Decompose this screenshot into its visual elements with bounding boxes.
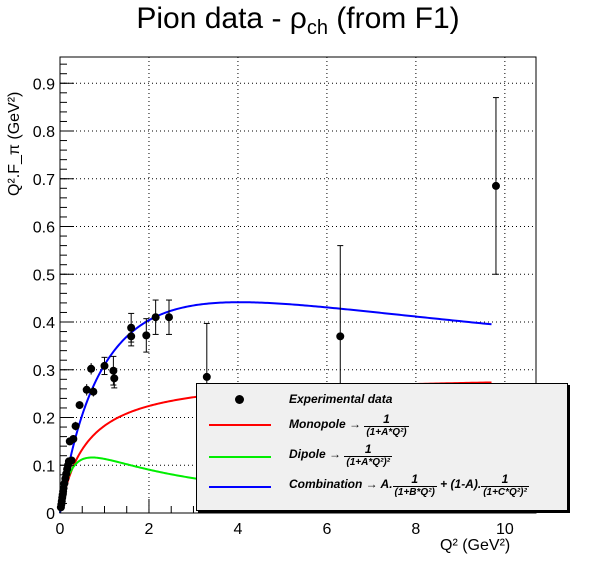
x-tick-label: 6: [322, 521, 331, 538]
y-tick-label: 0.6: [33, 220, 55, 237]
legend-label-monopole: Monopole → 1 (1+A*Q²): [289, 412, 409, 438]
data-point: [67, 456, 76, 465]
y-tick-label: 0.7: [33, 172, 55, 189]
point-marker: [75, 401, 84, 410]
point-marker: [89, 387, 98, 396]
x-tick-label: 8: [411, 521, 420, 538]
legend-marker-data: [235, 395, 244, 404]
legend-line-dipole: [209, 456, 271, 458]
data-point: [89, 386, 98, 397]
legend-line-combination: [209, 486, 271, 488]
point-marker: [87, 364, 96, 373]
legend-line-monopole: [209, 424, 271, 426]
data-point: [151, 299, 160, 335]
point-marker: [127, 332, 136, 341]
y-tick-label: 0.4: [33, 315, 55, 332]
monopole-formula: 1 (1+A*Q²): [364, 412, 409, 438]
legend-entry-data: Experimental data: [197, 386, 567, 416]
legend-entry-monopole: Monopole → 1 (1+A*Q²): [197, 410, 567, 440]
chart-title: Pion data - ρch (from F1): [136, 2, 460, 39]
legend-label-dipole: Dipole → 1 (1+A*Q²)²: [289, 442, 392, 468]
data-point: [110, 368, 119, 389]
legend: Experimental data Monopole → 1 (1+A*Q²) D…: [196, 383, 568, 511]
point-marker: [71, 422, 80, 431]
point-marker: [164, 313, 173, 322]
point-marker: [109, 366, 118, 375]
data-point: [142, 318, 151, 353]
y-axis-label: Q².F_π (GeV²): [6, 91, 23, 196]
y-tick-label: 0.5: [33, 267, 55, 284]
legend-entry-dipole: Dipole → 1 (1+A*Q²)²: [197, 442, 567, 472]
data-point: [100, 356, 109, 376]
point-marker: [142, 331, 151, 340]
data-point: [82, 384, 91, 396]
y-tick-label: 0.9: [33, 76, 55, 93]
data-point: [87, 363, 96, 375]
legend-label-data: Experimental data: [289, 392, 393, 406]
point-marker: [202, 372, 211, 381]
y-tick-label: 0.2: [33, 411, 55, 428]
y-tick-label: 0.3: [33, 363, 55, 380]
point-marker: [110, 374, 119, 383]
data-point: [71, 421, 80, 431]
point-marker: [100, 361, 109, 370]
combination-formula-2: 1 (1+C*Q²)²: [481, 472, 529, 498]
point-marker: [82, 385, 91, 394]
plot-frame: [59, 56, 537, 514]
dipole-formula: 1 (1+A*Q²)²: [344, 442, 392, 468]
data-point: [164, 299, 173, 335]
curve-combination: [59, 301, 492, 514]
x-tick-label: 4: [233, 521, 242, 538]
point-marker: [67, 456, 76, 465]
data-point: [127, 326, 136, 347]
y-tick-label: 0.1: [33, 458, 55, 475]
axis-ticks: 0 2 4 6 8 10 0 0.1 0.2 0.3 0.4 0.5 0.6 0.7 0.8 0.9: [33, 63, 528, 538]
legend-label-combination: Combination → A. 1 (1+B*Q²) + (1-A). 1 (1+C*…: [289, 472, 529, 498]
y-tick-label: 0: [46, 506, 55, 523]
legend-entry-combination: Combination → A. 1 (1+B*Q²) + (1-A). 1 (1+C*…: [197, 472, 567, 502]
x-tick-label: 10: [496, 521, 514, 538]
combination-formula-1: 1 (1+B*Q²): [392, 472, 437, 498]
x-tick-label: 0: [56, 521, 65, 538]
point-marker: [491, 181, 500, 190]
point-marker: [151, 313, 160, 322]
data-point: [491, 97, 500, 275]
point-marker: [336, 332, 345, 341]
data-point: [69, 434, 78, 443]
point-marker: [69, 434, 78, 443]
data-point: [75, 401, 84, 410]
x-tick-label: 2: [145, 521, 154, 538]
y-tick-label: 0.8: [33, 124, 55, 141]
x-axis-label: Q² (GeV²): [440, 537, 511, 554]
